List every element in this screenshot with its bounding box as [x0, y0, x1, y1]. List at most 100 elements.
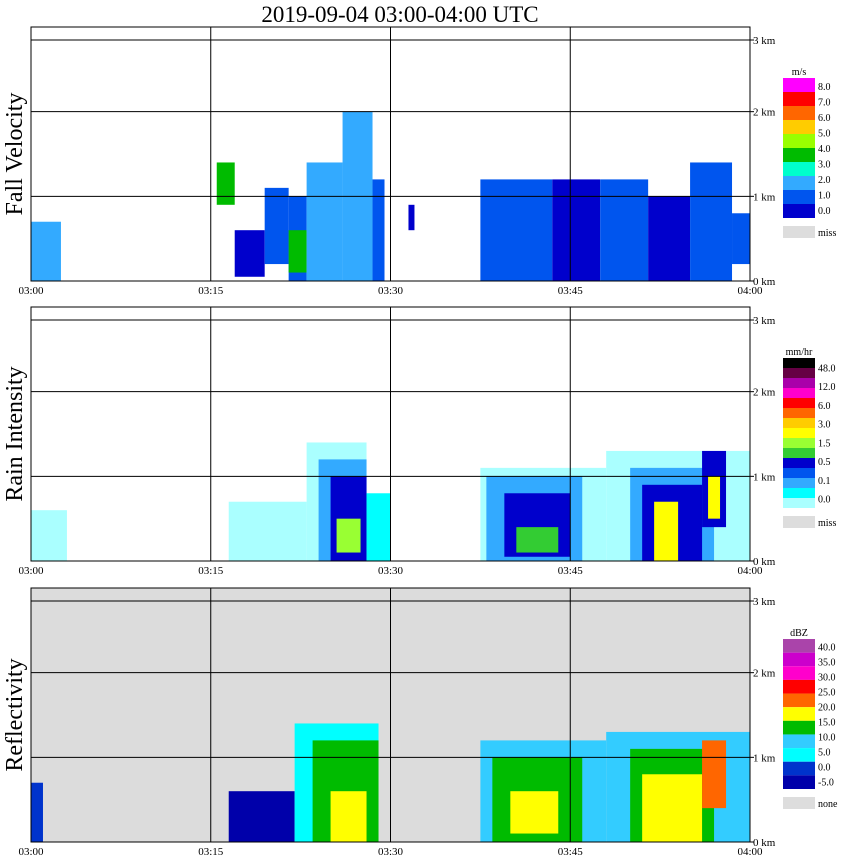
colorbar-label: 6.0	[818, 401, 831, 412]
colorbar-swatch	[783, 106, 815, 120]
colorbar-label: 2.0	[818, 175, 831, 186]
y-tick-label: 1 km	[753, 471, 776, 483]
panels: 03:00 03:15 03:30 03:45 04:000 km1 km2 km3 k…	[2, 26, 838, 858]
colorbar-swatch	[783, 190, 815, 204]
data-cell	[31, 782, 43, 842]
colorbar-label: 5.0	[818, 128, 831, 139]
colorbar-swatch	[783, 148, 815, 162]
y-axis-label: Fall Velocity	[2, 93, 28, 216]
colorbar-swatch	[783, 666, 815, 680]
rain-intensity-panel: 03:00 03:15 03:30 03:45 04:000 km 1 km 2 km 3 k…	[2, 306, 836, 577]
x-tick-label: 04:00	[737, 565, 763, 577]
colorbar-swatch	[783, 693, 815, 708]
y-tick-label: 3 km	[753, 315, 776, 327]
x-tick-label: 03:45	[558, 565, 584, 577]
x-tick-label: 04:00	[737, 846, 763, 858]
plot-frame	[30, 306, 751, 562]
colorbar-swatch	[783, 748, 815, 762]
data-cell	[228, 791, 295, 842]
data-cell	[216, 162, 235, 205]
data-cell	[234, 230, 265, 277]
colorbar-label: 30.0	[818, 673, 836, 684]
plot-frame	[30, 26, 751, 282]
colorbar-swatch	[783, 707, 815, 721]
colorbar-swatch	[783, 458, 815, 468]
x-tick-label: 04:00	[737, 285, 763, 297]
colorbar-label: 5.0	[818, 748, 831, 759]
data-cell	[366, 493, 391, 561]
data-cell	[708, 476, 721, 519]
y-tick-label: 3 km	[753, 35, 776, 47]
colorbar-unit: m/s	[792, 67, 807, 78]
colorbar-swatch	[783, 679, 815, 694]
colorbar-label: 1.0	[818, 191, 831, 202]
y-tick-label: 3 km	[753, 596, 776, 608]
colorbar-missing-swatch	[783, 226, 815, 238]
colorbar-swatch	[783, 378, 815, 388]
colorbar-unit: dBZ	[790, 628, 808, 639]
data-cell	[336, 518, 361, 553]
data-cell	[306, 162, 343, 281]
data-cell	[31, 510, 67, 561]
x-tick-label: 03:45	[558, 285, 584, 297]
colorbar-label: 12.0	[818, 382, 836, 393]
colorbar-swatch	[783, 428, 815, 438]
data-cell	[648, 196, 691, 281]
colorbar-label: 48.0	[818, 363, 836, 374]
colorbar-label: 3.0	[818, 160, 831, 171]
colorbar-swatch	[783, 204, 815, 218]
data-cell	[702, 740, 727, 809]
colorbar-label: 10.0	[818, 733, 836, 744]
x-tick-label: 03:15	[198, 285, 224, 297]
colorbar-legend: mm/hr 48.0 12.0 6.0 3.0 1.5 0.5 0.1 0.0 miss	[783, 347, 836, 529]
colorbar-label: 40.0	[818, 643, 836, 654]
colorbar-swatch	[783, 652, 815, 667]
colorbar-swatch	[783, 92, 815, 106]
fall-velocity-panel: 03:00 03:15 03:30 03:45 04:000 km 1 km 2 km 3 k…	[2, 26, 836, 297]
figure-title: 2019-09-04 03:00-04:00 UTC	[261, 2, 538, 27]
colorbar-swatch	[783, 488, 815, 498]
colorbar-swatch	[783, 134, 815, 148]
colorbar-swatch	[783, 498, 815, 508]
colorbar-label: 3.0	[818, 420, 831, 431]
y-tick-label: 0 km	[753, 276, 776, 288]
y-tick-label: 0 km	[753, 837, 776, 849]
data-cell	[654, 501, 679, 561]
x-tick-label: 03:30	[378, 846, 404, 858]
data-cell	[480, 179, 553, 281]
colorbar-label: 0.1	[818, 476, 831, 487]
colorbar-label: 6.0	[818, 113, 831, 124]
data-cell	[732, 213, 750, 265]
y-axis-label: Reflectivity	[2, 658, 28, 771]
colorbar-label: 15.0	[818, 718, 836, 729]
colorbar-swatch	[783, 448, 815, 458]
y-tick-label: 2 km	[753, 387, 776, 399]
colorbar-legend: m/s 8.0 7.0 6.0 5.0 4.0 3.0 2.0 1.0 0.0 miss	[783, 67, 836, 239]
colorbar-label: 7.0	[818, 97, 831, 108]
x-tick-label: 03:00	[18, 565, 44, 577]
colorbar-label: 25.0	[818, 688, 836, 699]
colorbar-missing-swatch	[783, 797, 815, 809]
colorbar-swatch	[783, 438, 815, 448]
colorbar-swatch	[783, 358, 815, 368]
x-tick-label: 03:45	[558, 846, 584, 858]
colorbar-label: 0.0	[818, 206, 831, 217]
colorbar-swatch	[783, 398, 815, 408]
colorbar-label: 0.0	[818, 763, 831, 774]
colorbar-swatch	[783, 368, 815, 378]
colorbar-unit: mm/hr	[786, 347, 813, 358]
colorbar-swatch	[783, 720, 815, 735]
data-cell	[372, 179, 385, 281]
colorbar-swatch	[783, 408, 815, 418]
data-cell	[552, 179, 601, 281]
colorbar-swatch	[783, 176, 815, 190]
data-cell	[288, 230, 307, 273]
colorbar-swatch	[783, 775, 815, 789]
colorbar-swatch	[783, 468, 815, 478]
colorbar-label: 1.5	[818, 438, 831, 449]
colorbar-missing-label: miss	[818, 518, 836, 529]
y-tick-label: 0 km	[753, 556, 776, 568]
colorbar-label: 8.0	[818, 82, 831, 93]
colorbar-swatch	[783, 639, 815, 653]
